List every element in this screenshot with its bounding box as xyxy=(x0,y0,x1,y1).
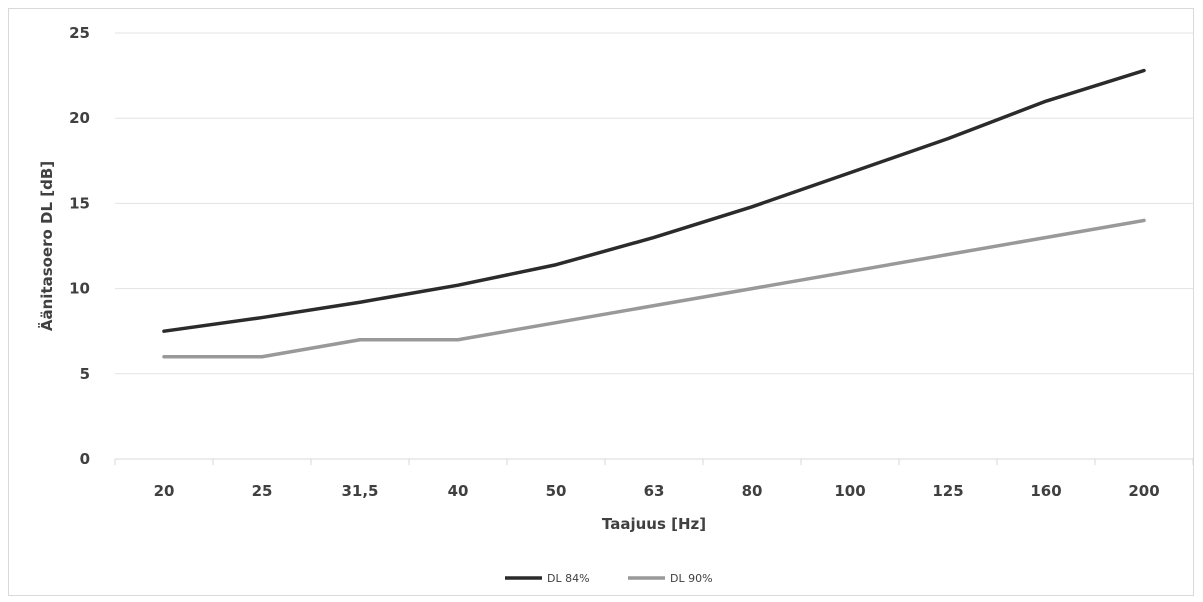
x-tick-label: 40 xyxy=(448,482,469,500)
legend-label: DL 84% xyxy=(547,572,590,585)
x-tick-label: 125 xyxy=(932,482,963,500)
y-tick-label: 20 xyxy=(69,109,90,127)
x-axis-title: Taajuus [Hz] xyxy=(602,515,706,533)
y-tick-label: 5 xyxy=(80,365,90,383)
chart-frame xyxy=(8,8,1194,596)
gridlines xyxy=(115,32,1193,375)
x-tick-label: 31,5 xyxy=(341,482,378,500)
series-lines xyxy=(162,68,1146,359)
legend: DL 84% DL 90% xyxy=(505,572,713,585)
x-tick-label: 50 xyxy=(546,482,567,500)
x-axis-tick-labels: 20 25 31,5 40 50 63 80 100 125 160 200 xyxy=(154,482,1160,500)
y-tick-label: 10 xyxy=(69,280,90,298)
x-tick-label: 20 xyxy=(154,482,175,500)
y-axis-tick-labels: 0 5 10 15 20 25 xyxy=(69,24,90,468)
y-tick-label: 0 xyxy=(80,450,90,468)
x-tick-label: 200 xyxy=(1128,482,1159,500)
x-tick-label: 160 xyxy=(1030,482,1061,500)
x-tick-label: 63 xyxy=(644,482,665,500)
x-tick-label: 100 xyxy=(834,482,865,500)
x-tick-label: 25 xyxy=(252,482,273,500)
y-axis-title: Äänitasoero DL [dB] xyxy=(37,161,56,331)
y-tick-label: 25 xyxy=(69,24,90,42)
y-tick-label: 15 xyxy=(69,194,90,212)
x-tick-label: 80 xyxy=(742,482,763,500)
series-line-1 xyxy=(162,68,1146,333)
x-axis-tick-marks xyxy=(114,459,1194,465)
legend-label: DL 90% xyxy=(670,572,713,585)
